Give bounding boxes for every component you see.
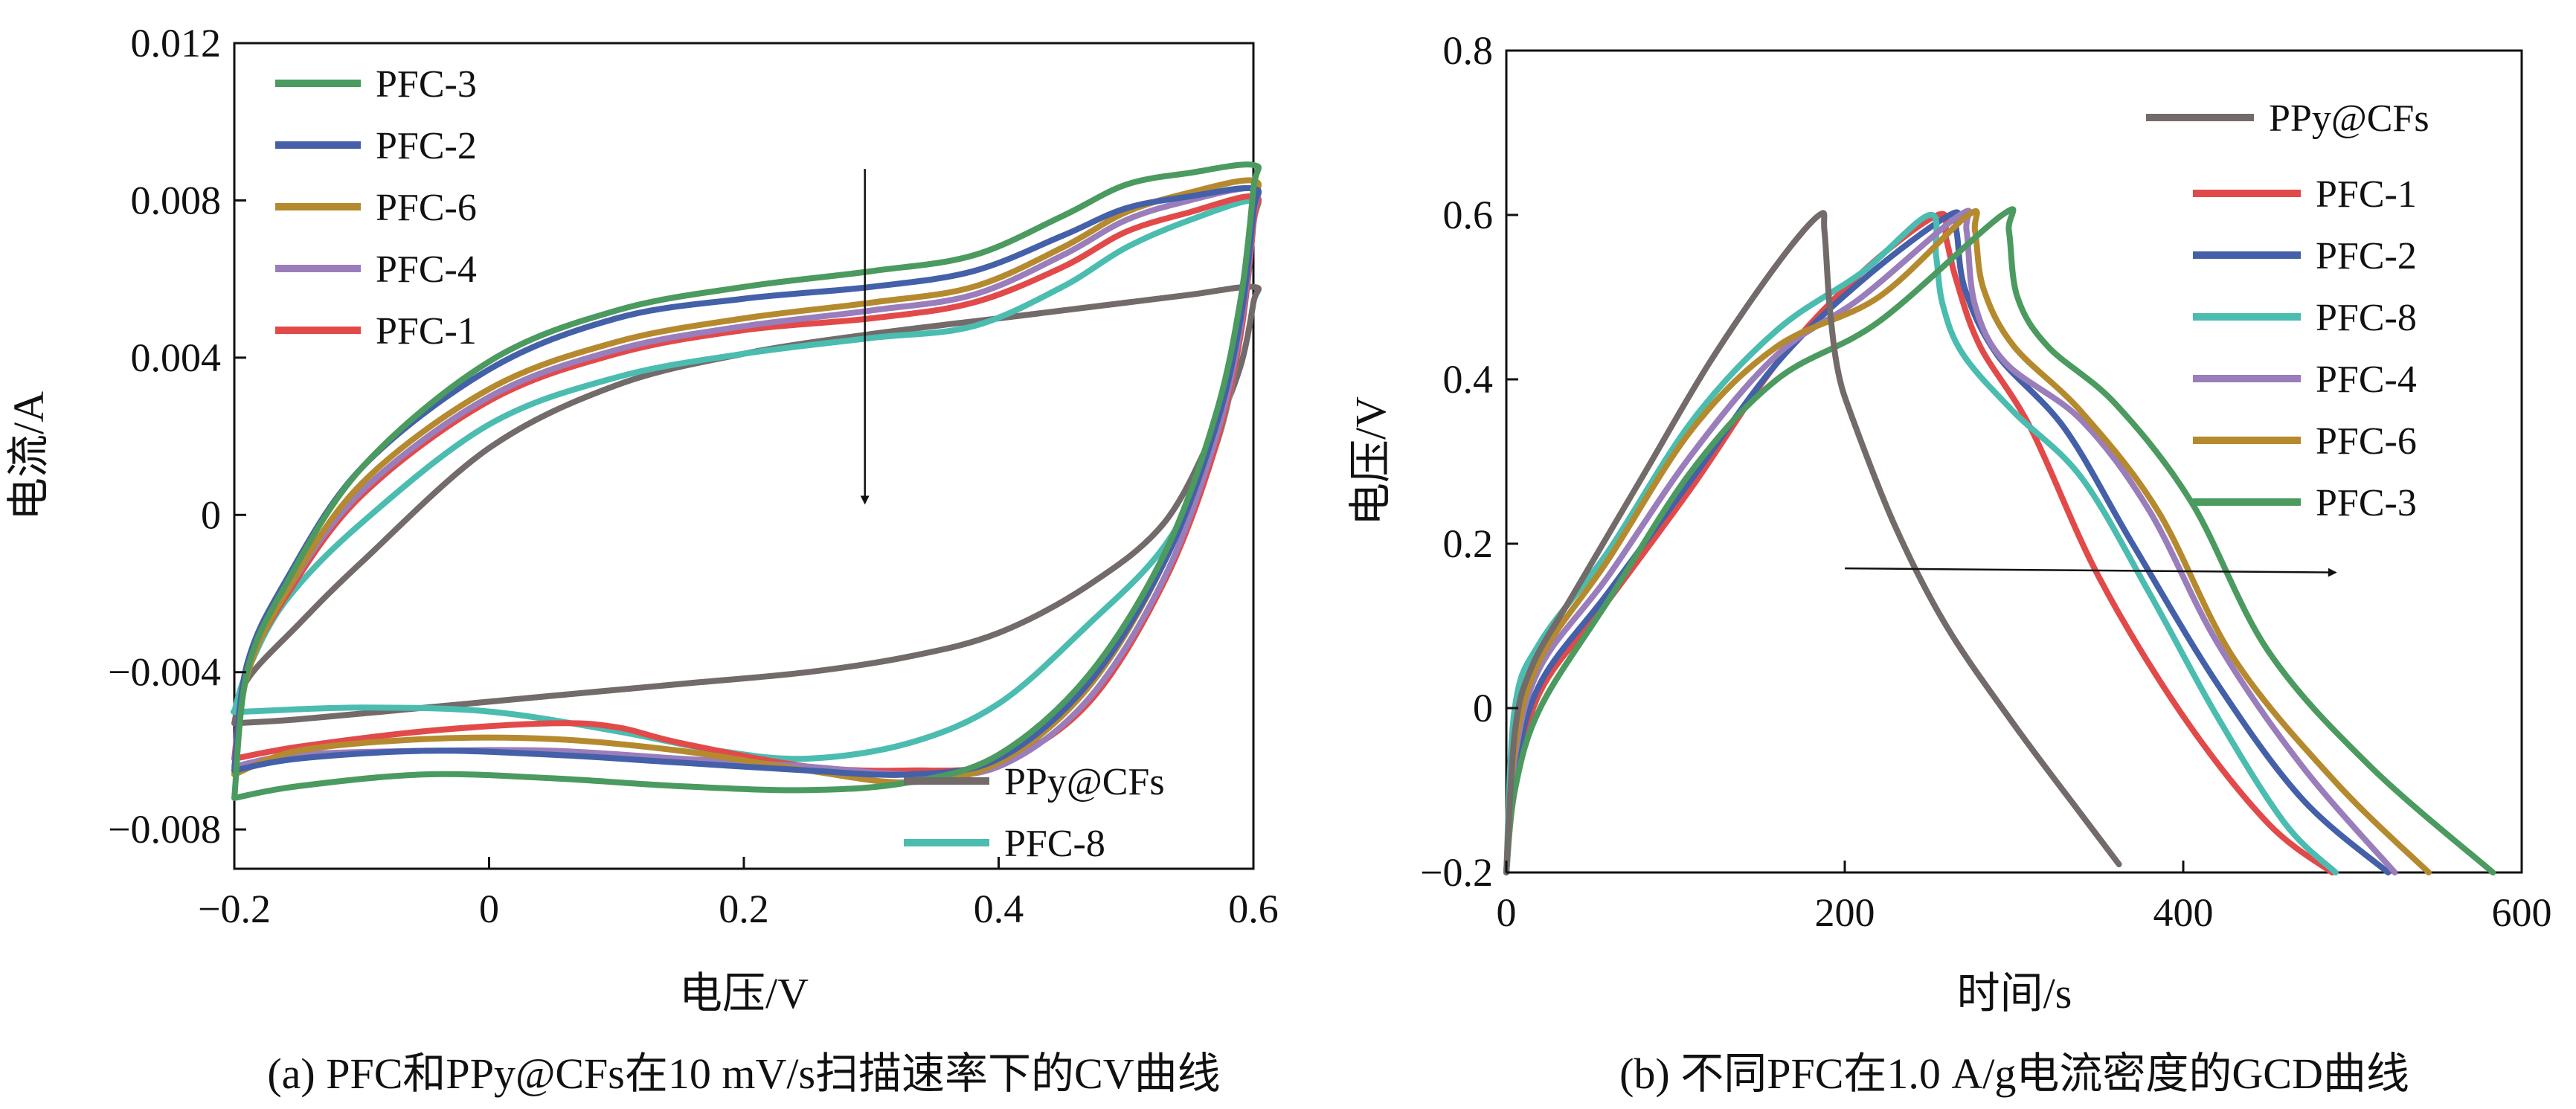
y-tick-label: 0.4 <box>1443 357 1494 402</box>
gcd-series-group <box>1503 206 2496 875</box>
legend-label-pfc-2: PFC-2 <box>2316 235 2417 277</box>
series-line-ppy-cfs <box>1503 210 2122 875</box>
legend-label-pfc-2: PFC-2 <box>376 125 477 167</box>
legend-label-ppy-cfs: PPy@CFs <box>2269 97 2429 140</box>
series-line-ppy-cfs <box>231 283 1262 727</box>
legend-label-pfc-4: PFC-4 <box>376 248 477 291</box>
x-tick-label: 0.6 <box>1228 887 1279 931</box>
x-tick-label: 0.4 <box>974 887 1024 931</box>
gcd-y-axis-label: 电压/V <box>1346 396 1395 526</box>
y-tick-label: 0.2 <box>1443 521 1494 566</box>
legend-label-pfc-3: PFC-3 <box>376 63 477 106</box>
series-line-pfc-1 <box>1503 210 2336 875</box>
gcd-trend-arrow <box>1844 567 2337 577</box>
cv-series-group <box>230 161 1262 801</box>
legend-label-pfc-8: PFC-8 <box>2316 297 2417 339</box>
gcd-chart-panel: 0 200 400 600−0.200.20.40.60.8 PPy@CFsPFC-1… <box>1346 28 2552 1098</box>
x-tick-label: 0.2 <box>719 887 769 931</box>
series-line-pfc-2 <box>1503 209 2392 875</box>
legend-label-pfc-1: PFC-1 <box>2316 173 2417 216</box>
y-tick-label: −0.008 <box>108 807 221 852</box>
y-tick-label: −0.2 <box>1420 850 1493 895</box>
y-tick-label: 0.004 <box>131 335 222 380</box>
legend-label-ppy-cfs: PPy@CFs <box>1004 761 1165 803</box>
legend-label-pfc-3: PFC-3 <box>2316 482 2417 524</box>
y-tick-label: 0.008 <box>131 178 222 222</box>
cv-caption: (a) PFC和PPy@CFs在10 mV/s扫描速率下的CV曲线 <box>267 1049 1220 1098</box>
x-tick-label: 400 <box>2153 890 2214 935</box>
gcd-caption: (b) 不同PFC在1.0 A/g电流密度的GCD曲线 <box>1619 1049 2409 1098</box>
cv-legend: PFC-3 PFC-2 PFC-6 PFC-4 PFC-1 PPy@CFs PFC-8 <box>275 63 1165 865</box>
legend-label-pfc-8: PFC-8 <box>1004 823 1105 865</box>
y-tick-label: 0.8 <box>1443 28 1494 73</box>
gcd-plot-frame <box>1505 49 2523 874</box>
x-tick-label: −0.2 <box>198 887 271 931</box>
x-tick-label: 0 <box>1497 890 1517 935</box>
series-line-pfc-3 <box>231 161 1262 801</box>
cv-x-axis-label: 电压/V <box>679 969 809 1018</box>
y-tick-label: 0.6 <box>1443 193 1494 237</box>
y-tick-label: 0.012 <box>131 21 222 65</box>
cv-y-axis-label: 电流/A <box>4 391 53 521</box>
series-line-pfc-6 <box>1503 208 2432 875</box>
legend-label-pfc-6: PFC-6 <box>2316 420 2417 463</box>
x-tick-label: 0 <box>479 887 499 931</box>
y-tick-label: 0 <box>1473 686 1493 730</box>
legend-label-pfc-1: PFC-1 <box>376 310 477 353</box>
x-tick-label: 600 <box>2492 890 2552 935</box>
series-line-pfc-4 <box>1503 208 2398 875</box>
gcd-axis-ticks: 0 200 400 600−0.200.20.40.60.8 <box>1420 28 2551 935</box>
cv-axis-ticks: −0.2 0 0.2 0.4 0.6 −0.008 −0.004 0 0.004 0.008 0.0… <box>108 21 1279 931</box>
legend-label-pfc-4: PFC-4 <box>2316 359 2417 401</box>
y-tick-label: −0.004 <box>108 650 221 695</box>
y-tick-label: 0 <box>201 492 221 537</box>
gcd-x-axis-label: 时间/s <box>1957 969 2072 1018</box>
gcd-legend: PPy@CFs PFC-1 PFC-2 PFC-8 PFC-4 PFC-6 PFC-3 <box>2146 97 2429 524</box>
legend-label-pfc-6: PFC-6 <box>376 187 477 229</box>
series-line-pfc-3 <box>1503 206 2496 875</box>
x-tick-label: 200 <box>1815 890 1875 935</box>
cv-chart-panel: −0.2 0 0.2 0.4 0.6 −0.008 −0.004 0 0.004 0.008 0.0… <box>4 21 1279 1098</box>
